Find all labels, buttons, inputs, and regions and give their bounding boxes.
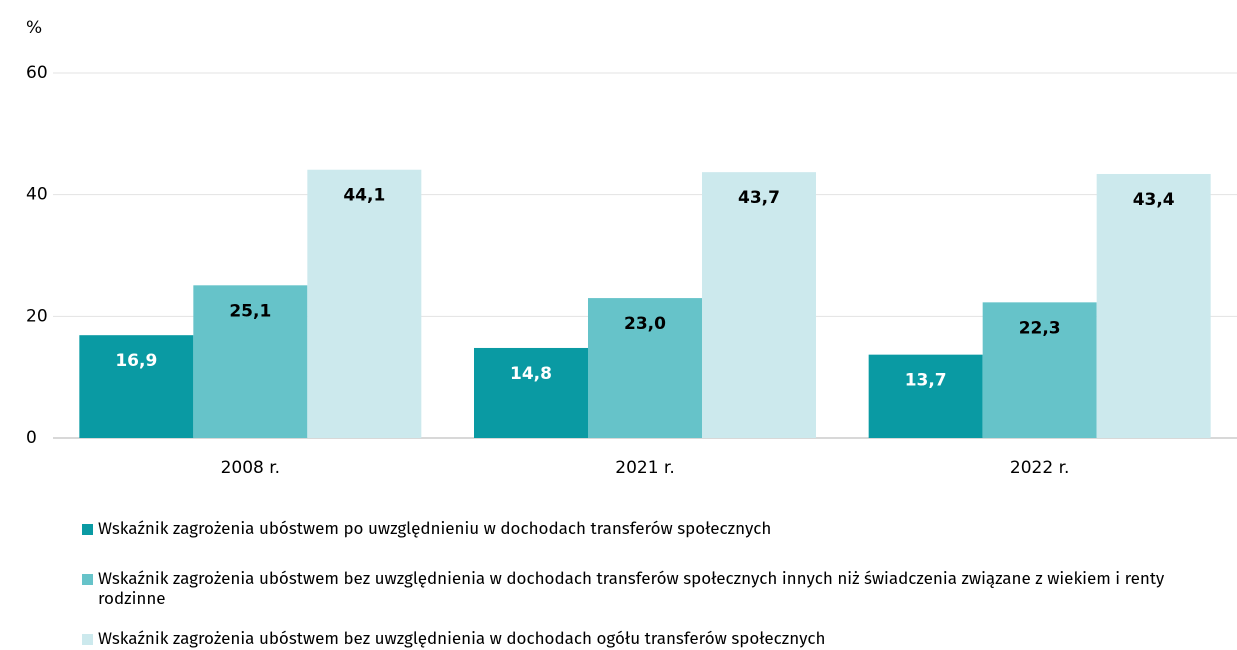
bar xyxy=(588,298,702,438)
y-tick-label: 40 xyxy=(26,185,48,205)
bar xyxy=(193,285,308,438)
bar xyxy=(79,335,194,438)
value-label: 44,1 xyxy=(343,186,385,206)
value-label: 25,1 xyxy=(229,301,271,321)
bar xyxy=(702,172,816,439)
legend-label: Wskaźnik zagrożenia ubóstwem bez uwzględ… xyxy=(98,568,1165,609)
bar xyxy=(982,302,1097,438)
legend-label: Wskaźnik zagrożenia ubóstwem po uwzględn… xyxy=(98,518,772,539)
legend-swatch xyxy=(82,524,93,535)
y-tick-label: 60 xyxy=(26,63,48,83)
value-label: 43,4 xyxy=(1133,190,1175,210)
y-tick-label: 0 xyxy=(26,428,37,448)
y-axis-label: % xyxy=(26,18,42,38)
bar xyxy=(474,347,588,438)
legend-item: Wskaźnik zagrożenia ubóstwem po uwzględn… xyxy=(82,519,771,539)
legend-item: Wskaźnik zagrożenia ubóstwem bez uwzględ… xyxy=(82,569,1208,609)
value-label: 43,7 xyxy=(738,188,780,208)
y-tick-label: 20 xyxy=(26,306,48,326)
legend-swatch xyxy=(82,634,93,645)
legend-label: Wskaźnik zagrożenia ubóstwem bez uwzględ… xyxy=(98,628,826,649)
legend-swatch xyxy=(82,574,93,585)
legend-item: Wskaźnik zagrożenia ubóstwem bez uwzględ… xyxy=(82,629,825,649)
x-tick-label: 2022 r. xyxy=(1010,458,1070,478)
x-tick-label: 2008 r. xyxy=(221,458,281,478)
value-label: 14,8 xyxy=(510,364,552,384)
bar xyxy=(1096,173,1211,438)
value-label: 23,0 xyxy=(624,314,666,334)
value-label: 22,3 xyxy=(1019,318,1061,338)
bar xyxy=(868,354,983,438)
x-tick-label: 2021 r. xyxy=(615,458,675,478)
bar xyxy=(307,169,422,438)
value-label: 13,7 xyxy=(905,371,947,391)
value-label: 16,9 xyxy=(115,351,157,371)
